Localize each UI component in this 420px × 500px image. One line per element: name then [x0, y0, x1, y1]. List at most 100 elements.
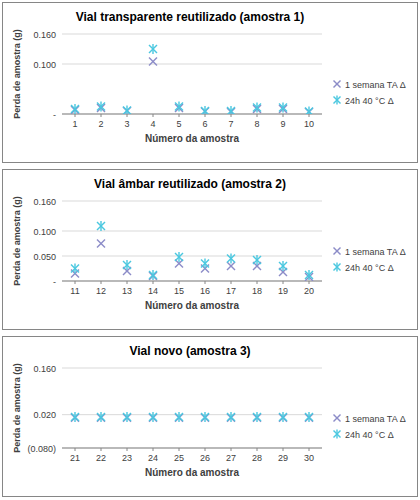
legend-marker	[334, 96, 341, 105]
x-tick-label: 22	[96, 453, 106, 463]
x-tick	[309, 281, 310, 284]
series	[71, 240, 313, 282]
marker	[71, 412, 79, 422]
title: Vial âmbar reutilizado (amostra 2)	[94, 177, 286, 191]
marker	[123, 260, 131, 270]
x-tick-label: 2	[98, 119, 103, 129]
x-tick-label: 9	[280, 119, 285, 129]
x-tick	[179, 281, 180, 284]
marker	[201, 259, 209, 269]
legend: 1 semana TA Δ24h 40 °C Δ	[334, 414, 406, 440]
x-tick	[283, 114, 284, 117]
chart: Vial transparente reutilizado (amostra 1…	[3, 3, 418, 163]
marker	[305, 412, 313, 422]
x-tick	[153, 448, 154, 451]
x-tick	[231, 448, 232, 451]
x-tick-label: 12	[96, 286, 106, 296]
marker	[305, 107, 313, 115]
y-tick-label: 0.160	[33, 30, 56, 40]
marker	[227, 254, 235, 264]
plot-area	[71, 44, 313, 114]
x-tick	[309, 114, 310, 117]
x-tick-label: 8	[254, 119, 259, 129]
series	[71, 44, 313, 114]
marker	[123, 106, 131, 115]
legend-marker	[334, 81, 341, 88]
grid-line	[62, 256, 322, 257]
grid-line	[62, 201, 322, 202]
x-tick-label: 27	[226, 453, 236, 463]
y-tick-label: (0.080)	[27, 444, 56, 454]
x-tick	[257, 448, 258, 451]
x-tick-label: 3	[124, 119, 129, 129]
x-tick	[283, 281, 284, 284]
x-tick-label: 25	[174, 453, 184, 463]
x-tick-label: 10	[304, 119, 314, 129]
series	[71, 414, 313, 422]
marker	[97, 221, 105, 231]
y-tick-label: -	[53, 110, 56, 120]
legend: 1 semana TA Δ 24h 40 °C Δ	[334, 247, 406, 273]
x-axis-title: Número da amostra	[145, 133, 239, 144]
marker	[71, 264, 79, 274]
y-axis-title: Perda de amostra (g)	[12, 196, 22, 286]
x-tick	[101, 114, 102, 117]
marker	[97, 240, 105, 248]
marker	[279, 261, 287, 271]
legend-label: 24h 40 °C Δ	[345, 263, 394, 273]
x-tick-label: 28	[252, 453, 262, 463]
marker	[123, 412, 131, 422]
marker	[253, 412, 261, 422]
x-tick	[257, 281, 258, 284]
legend-label: 24h 40 °C Δ	[345, 430, 394, 440]
x-tick-label: 18	[252, 286, 262, 296]
x-tick-label: 23	[122, 453, 132, 463]
marker	[305, 270, 313, 280]
x-tick-label: 13	[122, 286, 132, 296]
x-tick-label: 16	[200, 286, 210, 296]
y-tick-label: 0.100	[33, 60, 56, 70]
chart-frame	[3, 3, 418, 163]
x-tick-label: 1	[72, 119, 77, 129]
x-tick-label: 24	[148, 453, 158, 463]
marker	[149, 44, 157, 54]
x-tick	[75, 448, 76, 451]
title: Vial novo (amostra 3)	[129, 344, 250, 358]
marker	[279, 412, 287, 422]
y-tick-label: 0.160	[33, 197, 56, 207]
x-tick	[257, 114, 258, 117]
legend-marker	[334, 415, 341, 422]
chart: Vial novo (amostra 3)(0.080)0.0200.16021…	[3, 337, 418, 497]
series	[71, 58, 313, 115]
x-tick	[205, 281, 206, 284]
marker	[201, 106, 209, 114]
x-tick-label: 29	[278, 453, 288, 463]
marker	[201, 412, 209, 422]
plot-area	[71, 412, 313, 422]
x-axis-title: Número da amostra	[145, 300, 239, 311]
x-tick-label: 11	[70, 286, 79, 296]
x-tick-label: 30	[304, 453, 314, 463]
y-tick-label: 0.050	[33, 252, 56, 262]
legend-marker	[334, 263, 341, 272]
x-tick	[205, 114, 206, 117]
x-tick	[231, 114, 232, 117]
chart-frame	[3, 170, 418, 330]
x-tick-label: 20	[304, 286, 314, 296]
x-tick	[153, 114, 154, 117]
y-tick-label: -	[53, 277, 56, 287]
x-tick-label: 17	[226, 286, 236, 296]
legend-marker	[334, 430, 341, 439]
marker	[175, 412, 183, 422]
x-axis-title: Número da amostra	[145, 467, 239, 478]
marker	[253, 255, 261, 265]
marker	[97, 412, 105, 422]
y-tick-label: 0.100	[33, 227, 56, 237]
x-tick-label: 26	[200, 453, 210, 463]
x-tick	[101, 448, 102, 451]
marker	[175, 102, 183, 112]
legend-label: 1 semana TA Δ	[345, 247, 406, 257]
x-tick-label: 6	[202, 119, 207, 129]
legend: 1 semana TA Δ24h 40 °C Δ	[334, 80, 406, 106]
legend-label: 24h 40 °C Δ	[345, 96, 394, 106]
